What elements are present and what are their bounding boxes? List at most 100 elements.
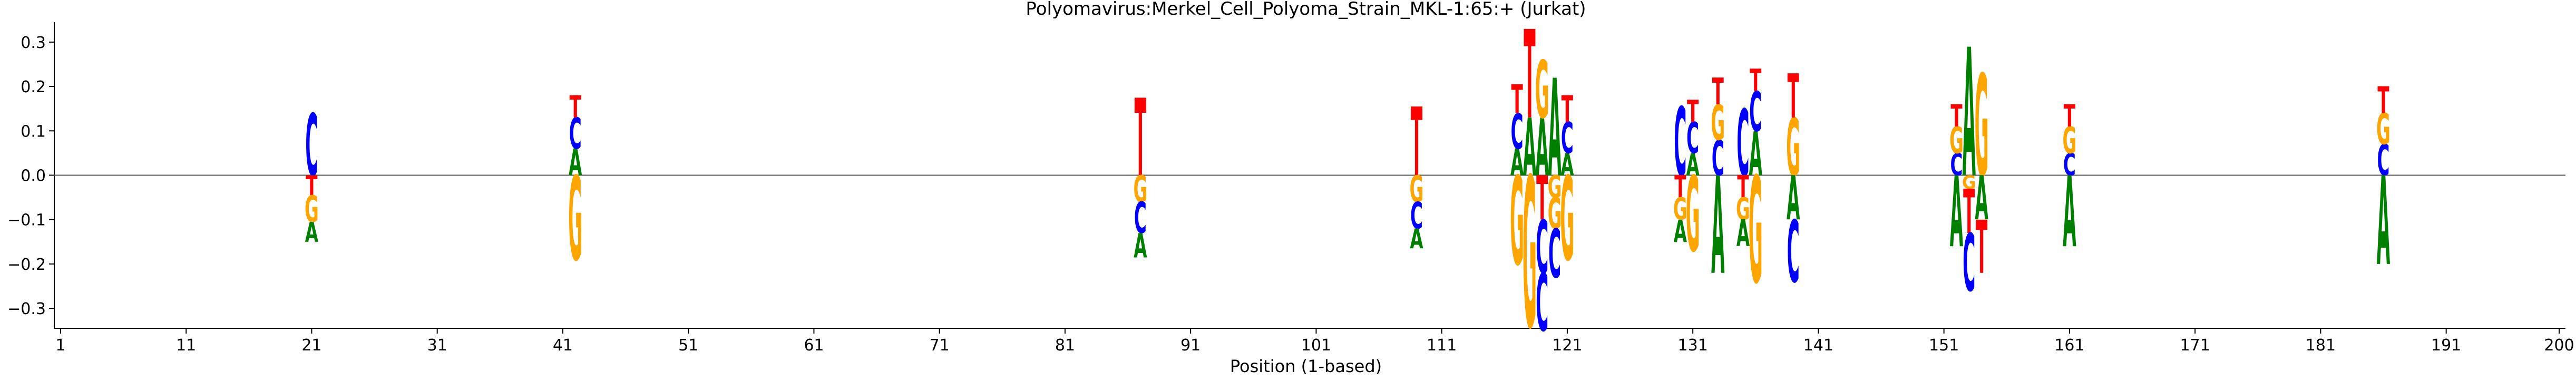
logo-letter-C: C — [1548, 215, 1561, 293]
logo-letter-T: T — [1511, 76, 1523, 123]
logo-letter-A: A — [305, 217, 319, 249]
y-tick-label: −0.3 — [7, 300, 46, 318]
logo-letter-C: C — [1410, 195, 1423, 238]
logo-letter-A: A — [569, 142, 582, 184]
x-axis-label: Position (1-based) — [1230, 356, 1382, 376]
logo-letter-T: T — [1536, 163, 1548, 234]
logo-letter-A: A — [1548, 51, 1561, 207]
logo-letter-T: T — [1950, 99, 1962, 134]
logo-letter-T: T — [306, 171, 318, 202]
logo-letter-A: A — [1134, 226, 1147, 265]
logo-letter-T: T — [570, 90, 581, 125]
chart-title: Polyomavirus:Merkel_Cell_Polyoma_Strain_… — [1026, 0, 1586, 19]
logo-letter-G: G — [1949, 119, 1964, 162]
logo-letters: CTGAACTGTGCATGCAACTGATGAGTCCAGGCACTGCTGA… — [305, 5, 2390, 375]
y-tick-label: 0.1 — [21, 122, 46, 141]
x-tick-label: 41 — [553, 336, 573, 355]
logo-letter-C: C — [1536, 257, 1548, 349]
logo-letter-G: G — [1523, 134, 1537, 375]
logo-letter-T: T — [1963, 176, 1975, 247]
logo-letter-T: T — [1750, 64, 1761, 99]
logo-letter-T: T — [1687, 95, 1699, 130]
logo-letter-C: C — [1134, 193, 1147, 243]
x-tick-label: 141 — [1803, 336, 1833, 355]
logo-letter-G: G — [1548, 170, 1562, 205]
logo-letter-G: G — [2063, 119, 2077, 162]
logo-letter-A: A — [1736, 212, 1750, 255]
logo-letter-A: A — [1536, 102, 1549, 194]
axes: −0.3−0.2−0.10.00.10.20.31 11 21 31 41 51 61 71 8… — [7, 22, 2574, 355]
logo-letter-G: G — [1133, 168, 1147, 211]
x-tick-label: 111 — [1427, 336, 1457, 355]
x-tick-label: 31 — [427, 336, 447, 355]
x-tick-label: 191 — [2431, 336, 2461, 355]
logo-letter-C: C — [2377, 136, 2390, 185]
logo-letter-A: A — [1749, 119, 1762, 190]
logo-letter-A: A — [1686, 148, 1700, 183]
logo-letter-G: G — [2376, 105, 2390, 154]
x-tick-label: 151 — [1929, 336, 1959, 355]
logo-letter-G: G — [1686, 156, 1700, 276]
logo-letter-T: T — [2377, 80, 2389, 122]
logo-letter-A: A — [1711, 149, 1724, 305]
logo-letter-A: A — [1963, 12, 1976, 218]
logo-letter-A: A — [1510, 142, 1524, 184]
logo-letter-C: C — [2063, 148, 2076, 183]
x-tick-label: 11 — [176, 336, 196, 355]
logo-letter-C: C — [1536, 206, 1548, 290]
logo-letter-C: C — [1511, 104, 1524, 161]
logo-letter-C: C — [1749, 81, 1762, 144]
logo-letter-G: G — [1749, 147, 1763, 317]
x-tick-label: 121 — [1552, 336, 1582, 355]
logo-letter-G: G — [1975, 46, 1989, 209]
logo-letter-T: T — [1562, 89, 1573, 131]
logo-letter-G: G — [1786, 102, 1800, 194]
logo-letter-T: T — [1712, 71, 1724, 113]
y-tick-label: 0.3 — [21, 34, 46, 52]
logo-letter-C: C — [305, 97, 318, 196]
logo-letter-C: C — [1787, 203, 1800, 302]
x-tick-label: 171 — [2180, 336, 2210, 355]
y-tick-label: 0.0 — [21, 167, 46, 185]
x-tick-label: 101 — [1301, 336, 1331, 355]
x-tick-label: 200 — [2544, 336, 2574, 355]
logo-letter-C: C — [1963, 217, 1975, 309]
logo-letter-T: T — [2064, 99, 2075, 134]
logo-letter-C: C — [1686, 114, 1699, 163]
logo-letter-G: G — [1510, 151, 1524, 293]
logo-letter-C: C — [1950, 148, 1963, 183]
logo-letter-G: G — [1711, 95, 1725, 152]
logo-letter-A: A — [2377, 151, 2390, 293]
logo-letter-A: A — [2063, 157, 2076, 269]
logo-letter-T: T — [1674, 170, 1686, 205]
x-tick-label: 131 — [1678, 336, 1708, 355]
logo-letter-T: T — [1411, 89, 1422, 198]
x-tick-label: 161 — [2054, 336, 2084, 355]
logo-letter-A: A — [1410, 224, 1423, 256]
logo-letter-G: G — [568, 153, 582, 287]
x-tick-label: 1 — [55, 336, 65, 355]
x-tick-label: 181 — [2306, 336, 2336, 355]
logo-letter-G: G — [1410, 168, 1424, 211]
logo-letter-A: A — [1975, 163, 1988, 234]
x-tick-label: 71 — [930, 336, 950, 355]
logo-letter-G: G — [1560, 153, 1575, 287]
logo-letter-G: G — [1736, 192, 1750, 227]
logo-letter-T: T — [1976, 206, 1987, 290]
x-tick-label: 21 — [301, 336, 321, 355]
x-tick-label: 51 — [678, 336, 698, 355]
logo-letter-T: T — [1524, 5, 1535, 146]
logo-letter-G: G — [1548, 189, 1562, 239]
x-tick-label: 91 — [1180, 336, 1201, 355]
logo-letter-C: C — [569, 109, 582, 159]
logo-letter-A: A — [1674, 214, 1687, 249]
y-tick-label: −0.1 — [7, 211, 46, 230]
logo-letter-T: T — [1135, 77, 1146, 201]
logo-letter-C: C — [1561, 114, 1574, 163]
logo-letter-A: A — [1787, 163, 1800, 234]
logo-letter-A: A — [1560, 148, 1574, 183]
logo-letter-C: C — [1736, 91, 1749, 198]
logo-letter-G: G — [305, 188, 319, 231]
